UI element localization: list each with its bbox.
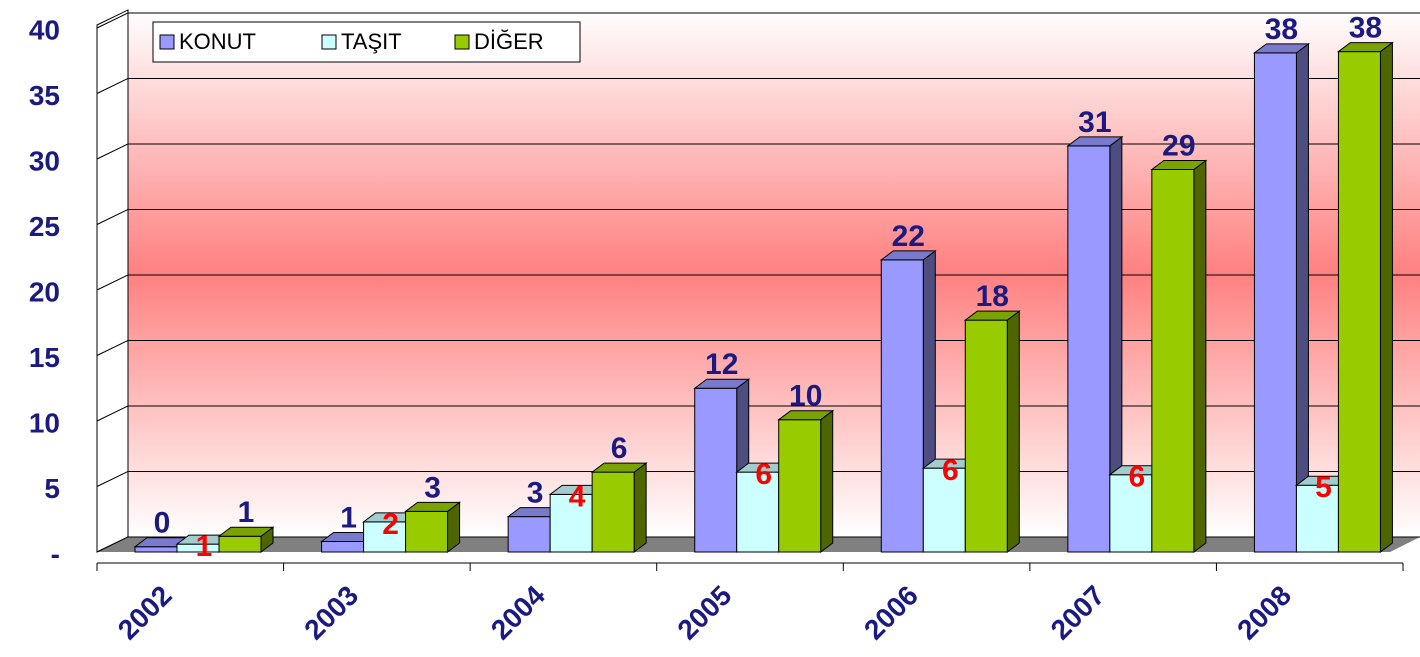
bar-top <box>693 378 751 389</box>
value-label: 2 <box>382 508 399 541</box>
grid-line <box>96 12 129 29</box>
bar <box>549 493 593 553</box>
y-tick-label: 5 <box>44 473 60 504</box>
bar-top <box>963 310 1021 321</box>
bar-side <box>1006 310 1020 553</box>
x-tick-label: 2008 <box>1231 580 1297 646</box>
bar-side <box>633 462 647 553</box>
legend <box>152 21 581 63</box>
bar <box>363 521 407 553</box>
legend-swatch <box>321 34 337 50</box>
legend-label: KONUT <box>179 29 256 54</box>
value-label: 38 <box>1265 13 1298 46</box>
bar <box>134 546 178 553</box>
value-label: 31 <box>1078 106 1111 139</box>
value-label: 12 <box>705 348 738 381</box>
value-label: 1 <box>340 501 357 534</box>
grid-line <box>96 274 129 291</box>
y-tick-label: 30 <box>29 145 60 176</box>
bar-top <box>1336 42 1394 53</box>
value-label: 1 <box>238 496 255 529</box>
grid-line <box>96 536 129 553</box>
legend-swatch <box>454 34 470 50</box>
bar <box>1067 145 1111 553</box>
value-label: 29 <box>1162 129 1195 162</box>
bar <box>507 516 551 553</box>
legend-label: DİĞER <box>474 29 544 54</box>
grid-line <box>96 340 129 356</box>
value-label: 6 <box>1129 461 1146 494</box>
bar <box>218 535 262 553</box>
y-tick-label: 25 <box>29 211 60 242</box>
grid-line <box>96 405 129 422</box>
bar-top <box>777 410 835 421</box>
value-label: 10 <box>789 380 822 413</box>
grid-line <box>96 209 129 225</box>
x-tick-label: 2003 <box>298 580 364 646</box>
value-label: 22 <box>892 220 925 253</box>
bar <box>778 419 822 553</box>
x-tick-label: 2006 <box>858 580 924 646</box>
bar <box>1337 51 1381 553</box>
value-label: 18 <box>976 280 1009 313</box>
y-tick-label: 40 <box>29 14 60 45</box>
bar-top <box>404 501 462 512</box>
bar <box>591 471 635 553</box>
x-tick-label: 2004 <box>485 579 551 645</box>
grid-line <box>96 471 129 487</box>
y-tick-label: 35 <box>29 80 60 111</box>
bar <box>1295 484 1339 553</box>
x-tick-label: 2005 <box>671 580 737 646</box>
x-tick-label: 2002 <box>112 580 178 646</box>
value-label: 6 <box>942 454 959 487</box>
bar-top <box>1252 43 1310 54</box>
value-label: 0 <box>154 507 171 540</box>
y-tick-label: 15 <box>29 342 60 373</box>
grid-line <box>96 143 129 160</box>
bar-top <box>879 250 937 261</box>
value-label: 4 <box>569 480 586 513</box>
bar-side <box>1379 41 1393 553</box>
back-wall <box>128 10 1420 537</box>
bar <box>694 387 738 553</box>
bar <box>964 319 1008 553</box>
bar <box>1253 52 1297 553</box>
bar <box>880 259 924 553</box>
bar <box>405 510 449 553</box>
grid-line <box>96 78 129 94</box>
x-tick-label: 2007 <box>1045 580 1111 646</box>
value-label: 38 <box>1349 12 1382 45</box>
bar-side <box>1295 42 1309 553</box>
value-label: 3 <box>527 477 544 510</box>
value-label: 6 <box>755 458 772 491</box>
bar-side <box>1193 159 1207 553</box>
bar <box>1151 168 1195 553</box>
value-label: 1 <box>196 530 213 563</box>
value-label: 6 <box>611 432 628 465</box>
bar-side <box>820 409 834 553</box>
value-label: 3 <box>424 471 441 504</box>
bar-top <box>590 462 648 473</box>
bar <box>321 541 365 553</box>
bar <box>1109 474 1153 553</box>
legend-swatch <box>159 34 175 50</box>
bar-top <box>217 526 275 537</box>
legend-label: TAŞIT <box>341 29 402 54</box>
y-tick-label: 20 <box>29 276 60 307</box>
y-tick-label: - <box>51 538 60 569</box>
bar-top <box>1150 159 1208 170</box>
y-tick-label: 10 <box>29 407 60 438</box>
bar-top <box>1066 136 1124 147</box>
value-label: 5 <box>1315 471 1332 504</box>
bar <box>922 467 966 553</box>
